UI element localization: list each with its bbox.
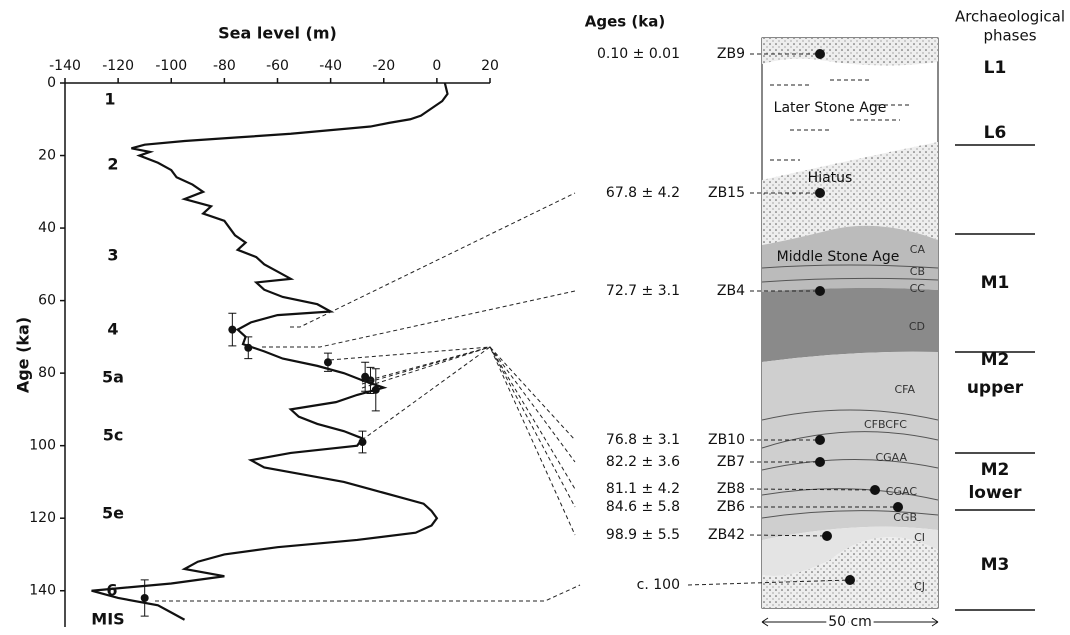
layer-label: CI (914, 531, 925, 544)
connector (362, 347, 575, 489)
sample-age: 76.8 ± 3.1 (606, 432, 680, 448)
sample-id: ZB10 (708, 432, 745, 448)
phase-label: lower (968, 483, 1022, 503)
phase-label: L1 (984, 58, 1007, 78)
sample-id: ZB42 (708, 527, 745, 543)
sample-dot (815, 435, 825, 445)
x-tick-label: -60 (266, 58, 289, 74)
y-tick-label: 140 (29, 583, 56, 599)
phase-label: upper (967, 378, 1024, 398)
y-tick-label: 0 (47, 75, 56, 91)
y-tick-label: 60 (38, 293, 56, 309)
sample-dot (815, 286, 825, 296)
sample-age: 98.9 ± 5.5 (606, 527, 680, 543)
connector (362, 347, 575, 535)
dated-point (366, 376, 374, 384)
sample-dot (815, 49, 825, 59)
x-tick-label: -100 (155, 58, 187, 74)
layer-label: CGB (893, 511, 917, 524)
dated-point (141, 594, 149, 602)
x-tick-label: -140 (49, 58, 81, 74)
x-tick-label: -80 (213, 58, 236, 74)
sample-dot (815, 188, 825, 198)
y-tick-label: 120 (29, 510, 56, 526)
layer-label: CD (909, 320, 925, 333)
x-tick-label: -20 (372, 58, 395, 74)
connector (290, 193, 575, 327)
y-tick-label: 40 (38, 220, 56, 236)
ages-header: Ages (ka) (585, 13, 665, 31)
sample-id: ZB9 (717, 46, 745, 62)
layer-label: Later Stone Age (774, 100, 887, 116)
phase-label: M1 (981, 273, 1010, 293)
dated-point (228, 326, 236, 334)
sea-level-line (92, 83, 448, 620)
layer-label: CA (910, 243, 926, 256)
sample-id: ZB8 (717, 481, 745, 497)
connector (362, 347, 575, 507)
figure: -140 -120 -100 -80 -60 -40 -20 0 20 0 20 40 60 80 100 1… (0, 0, 1070, 635)
layer-label: CGAC (886, 485, 918, 498)
scale-label: 50 cm (828, 614, 872, 630)
sample-dot (815, 457, 825, 467)
sample-id: ZB15 (708, 185, 745, 201)
phase-label: M3 (981, 555, 1010, 575)
sample-age: 81.1 ± 4.2 (606, 481, 680, 497)
x-tick-label: 0 (432, 58, 441, 74)
sample-id: ZB4 (717, 283, 745, 299)
layer-label: CGAA (875, 451, 907, 464)
mis-label: 3 (107, 246, 118, 265)
y-tick-label: 80 (38, 365, 56, 381)
phase-label: L6 (984, 123, 1007, 143)
x-axis-label: Sea level (m) (218, 24, 337, 43)
mis-label: MIS (91, 610, 124, 629)
layer-label: Middle Stone Age (777, 249, 900, 265)
sample-dot (870, 485, 880, 495)
mis-label: 5c (103, 426, 124, 445)
x-tick-label: -120 (102, 58, 134, 74)
mis-label: 5e (102, 504, 124, 523)
layer-label: CB (910, 265, 925, 278)
layer-label: Hiatus (808, 170, 853, 186)
mis-label: 2 (107, 155, 118, 174)
sample-dot (845, 575, 855, 585)
x-tick-label: -40 (319, 58, 342, 74)
phase-label: M2 (981, 350, 1010, 370)
sample-dot (822, 531, 832, 541)
phases-header: phases (983, 27, 1036, 45)
sample-id: ZB6 (717, 499, 745, 515)
layer-label: CFBCFC (864, 418, 907, 431)
connector (262, 291, 575, 347)
mis-label: 5a (102, 368, 124, 387)
sample-age: 84.6 ± 5.8 (606, 499, 680, 515)
x-tick-label: 20 (481, 58, 499, 74)
y-axis-label: Age (ka) (14, 317, 33, 393)
sample-age: 0.10 ± 0.01 (597, 46, 680, 62)
dated-point (372, 386, 380, 394)
sample-age: 82.2 ± 3.6 (606, 454, 680, 470)
sample-age: 67.8 ± 4.2 (606, 185, 680, 201)
dated-point (244, 344, 252, 352)
phases-header: Archaeological (955, 8, 1065, 26)
layer-label: CFA (894, 383, 915, 396)
mis-label: 1 (104, 90, 115, 109)
y-tick-label: 20 (38, 148, 56, 164)
y-tick-label: 100 (29, 438, 56, 454)
sample-age: c. 100 (637, 577, 680, 593)
sample-id: ZB7 (717, 454, 745, 470)
connector (155, 585, 580, 601)
layer-label: CJ (914, 580, 925, 593)
sample-age: 72.7 ± 3.1 (606, 283, 680, 299)
mis-label: 6 (106, 581, 117, 600)
phase-label: M2 (981, 460, 1010, 480)
layer-label: CC (910, 282, 926, 295)
mis-label: 4 (107, 320, 118, 339)
